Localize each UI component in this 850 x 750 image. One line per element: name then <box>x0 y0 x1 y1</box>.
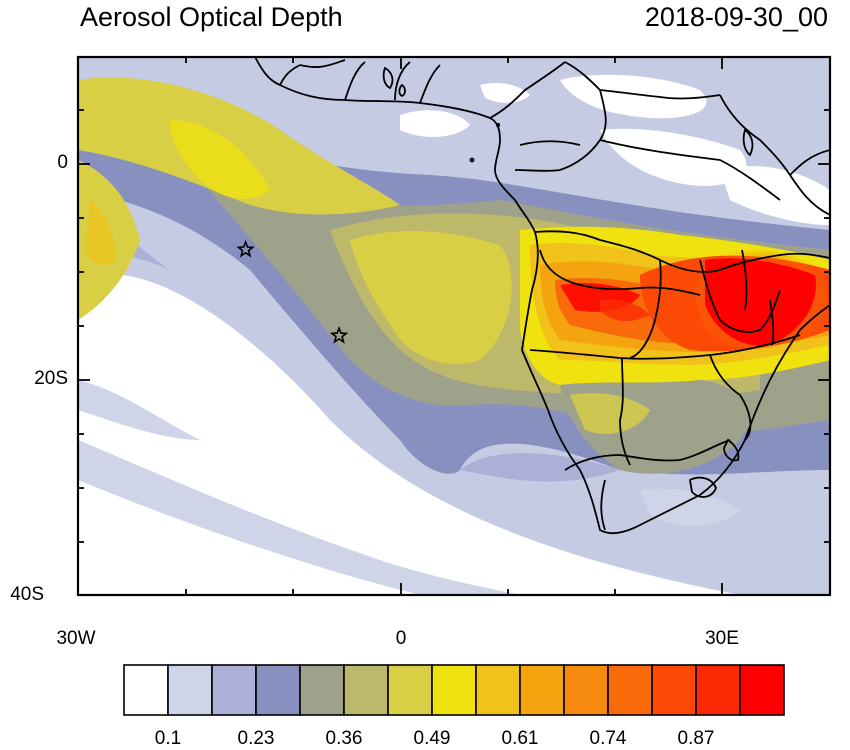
colorbar-swatch-7 <box>387 664 433 716</box>
colorbar-swatch-8 <box>431 664 477 716</box>
colorbar-label: 0.23 <box>237 728 275 749</box>
lat-label-0: 0 <box>57 152 68 173</box>
colorbar-swatch-15 <box>739 664 785 716</box>
colorbar-swatch-5 <box>299 664 345 716</box>
colorbar-label: 0.74 <box>589 728 627 749</box>
map-plot-area <box>78 57 830 595</box>
lon-label-30e: 30E <box>705 628 739 649</box>
lat-label-40s: 40S <box>10 584 44 605</box>
star-marker-1 <box>236 239 255 258</box>
colorbar-swatch-12 <box>607 664 653 716</box>
lon-label-0: 0 <box>395 628 407 649</box>
lat-label-20s: 20S <box>34 368 68 389</box>
colorbar-swatch-13 <box>651 664 697 716</box>
colorbar-swatch-1 <box>123 664 169 716</box>
colorbar-swatch-14 <box>695 664 741 716</box>
lon-label-30w: 30W <box>56 628 96 649</box>
station-markers <box>236 239 349 344</box>
tick-marks <box>78 56 830 595</box>
colorbar-label: 0.36 <box>325 728 363 749</box>
colorbar-swatch-11 <box>563 664 609 716</box>
star-marker-2 <box>329 325 349 344</box>
colorbar-label: 0.61 <box>501 728 539 749</box>
colorbar-swatch-4 <box>255 664 301 716</box>
map-timestamp: 2018-09-30_00 <box>644 2 828 32</box>
colorbar-swatch-2 <box>167 664 213 716</box>
colorbar-label: 0.49 <box>413 728 451 749</box>
coastlines <box>254 57 830 535</box>
colorbar-label: 0.1 <box>154 728 182 749</box>
colorbar <box>123 664 785 716</box>
colorbar-label: 0.87 <box>677 728 715 749</box>
colorbar-swatch-6 <box>343 664 389 716</box>
colorbar-swatch-9 <box>475 664 521 716</box>
colorbar-swatch-10 <box>519 664 565 716</box>
map-title: Aerosol Optical Depth <box>80 2 343 32</box>
colorbar-swatch-3 <box>211 664 257 716</box>
